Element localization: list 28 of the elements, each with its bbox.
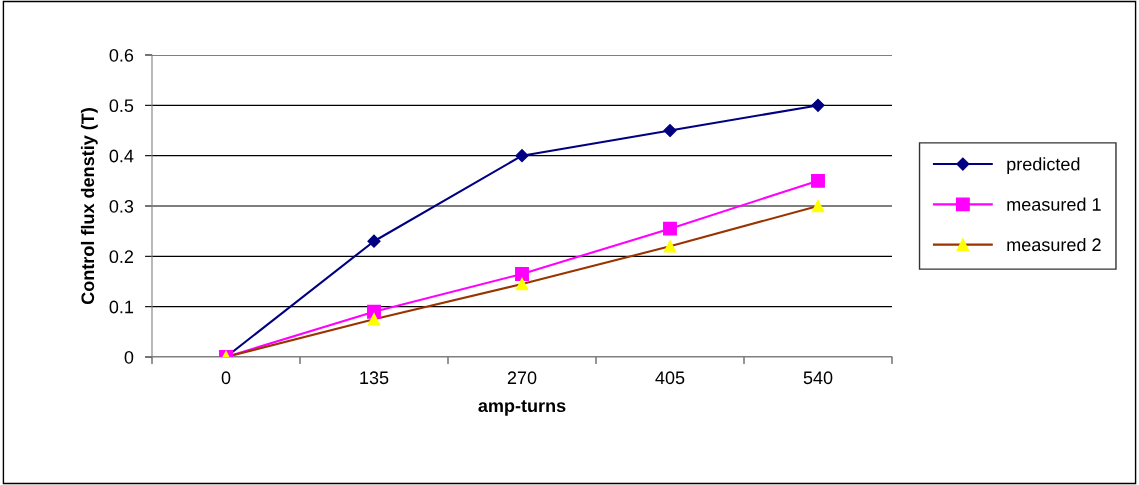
point (663, 221, 677, 236)
y-tick-label: 0.1 (109, 300, 134, 314)
x-tick-label: 405 (655, 371, 685, 385)
point (515, 149, 529, 163)
point (515, 267, 529, 281)
point (663, 123, 677, 138)
x-axis-title: amp-turns (478, 400, 566, 416)
y-tick-label: 0.2 (109, 250, 134, 264)
legend-label: predicted (1007, 157, 1080, 175)
x-tick-label: 540 (803, 371, 833, 385)
x-tick-label: 135 (360, 371, 389, 385)
y-tick-label: 0.4 (109, 149, 134, 163)
legend-label: measured 1 (1007, 197, 1101, 211)
point (663, 240, 677, 253)
y-tick-label: 0.6 (109, 48, 134, 62)
point (811, 173, 825, 188)
y-tick-label: 0.5 (109, 99, 134, 113)
x-tick-label: 0 (221, 371, 231, 385)
y-tick-label: 0 (124, 350, 134, 364)
point (811, 199, 825, 213)
y-tick-label: 0.3 (109, 199, 134, 213)
point (515, 277, 529, 291)
legend-label: measured 2 (1007, 237, 1101, 252)
x-tick-label: 270 (507, 371, 537, 385)
point (367, 312, 381, 326)
y-axis-title: Control flux denstiy (T) (80, 108, 98, 305)
point (811, 98, 825, 112)
point (367, 234, 381, 248)
